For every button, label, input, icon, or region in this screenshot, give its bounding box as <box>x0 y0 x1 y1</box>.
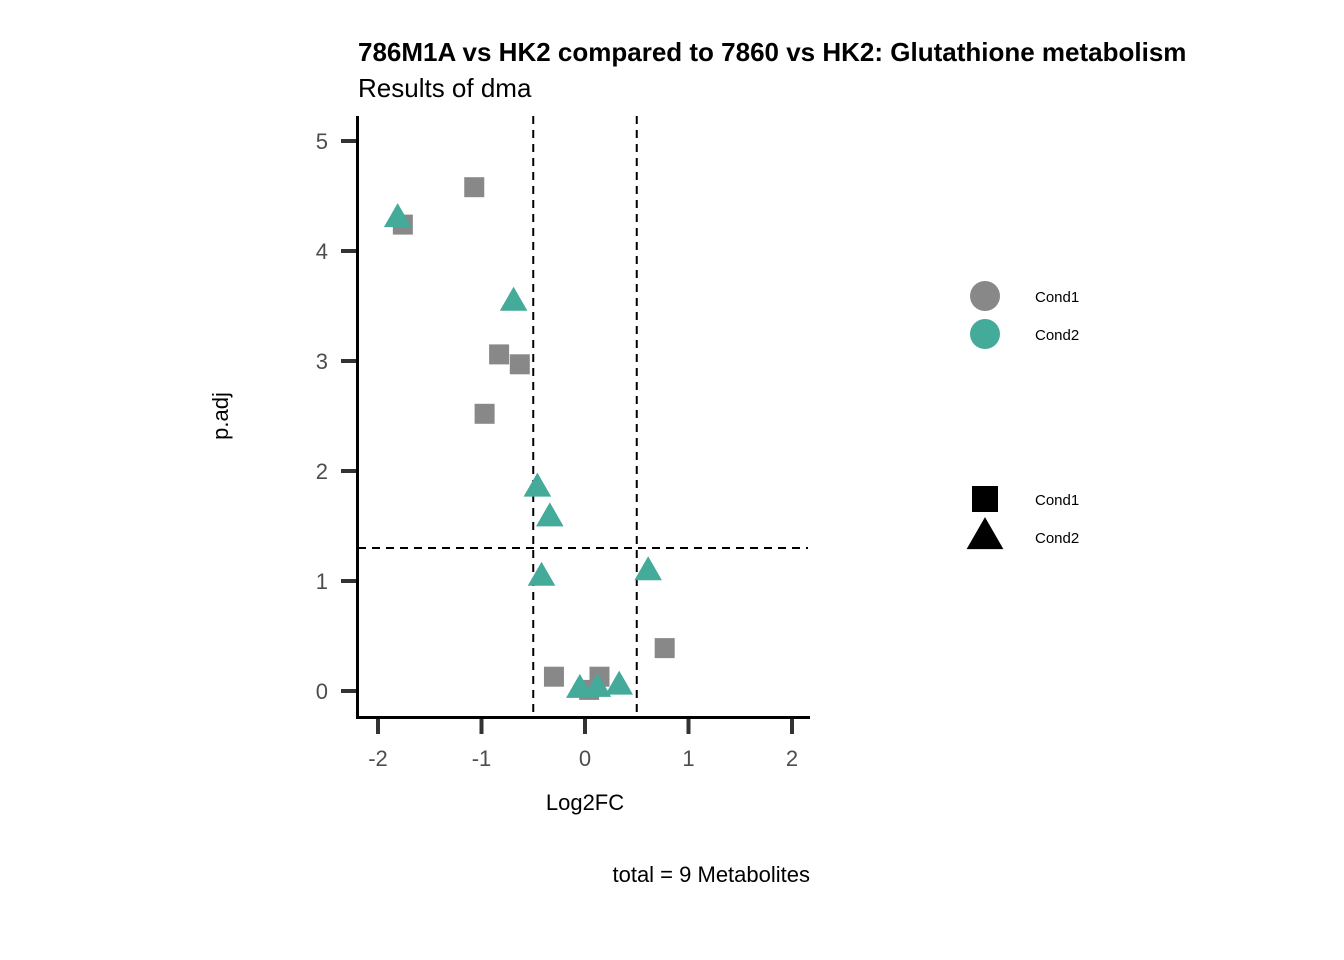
x-tick-label: 1 <box>682 746 694 771</box>
chart-subtitle: Results of dma <box>358 73 532 103</box>
x-tick-label: -2 <box>368 746 388 771</box>
x-tick-label: 0 <box>579 746 591 771</box>
data-point-square <box>543 666 564 687</box>
legend-color-label: Cond2 <box>1035 327 1079 344</box>
data-point-triangle <box>536 502 564 527</box>
data-point-triangle <box>583 672 612 697</box>
threshold-lines <box>358 116 808 717</box>
y-axis-ticks: 0 1 2 3 4 5 <box>316 129 356 704</box>
y-tick-label: 4 <box>316 239 328 264</box>
x-tick-label: -1 <box>472 746 492 771</box>
legend-color-label: Cond1 <box>1035 289 1079 306</box>
legend-triangle-icon <box>966 517 1004 550</box>
data-point-square <box>509 354 530 375</box>
legend-color-key <box>970 281 1000 311</box>
y-axis-title: p.adj <box>208 392 233 440</box>
legend: Cond1 Cond2 Cond1 Cond2 <box>966 281 1079 550</box>
data-point-triangle <box>527 561 556 586</box>
chart-title: 786M1A vs HK2 compared to 7860 vs HK2: G… <box>358 37 1186 67</box>
data-point-square <box>474 403 495 424</box>
data-point-triangle <box>383 203 412 228</box>
data-point-square <box>464 177 485 198</box>
y-tick-label: 2 <box>316 459 328 484</box>
legend-shape-label: Cond2 <box>1035 530 1079 547</box>
data-point-triangle <box>499 286 528 311</box>
data-points <box>383 177 675 700</box>
x-axis-ticks: -2 -1 0 1 2 <box>368 719 798 771</box>
y-tick-label: 1 <box>316 569 328 594</box>
y-tick-label: 0 <box>316 679 328 704</box>
data-point-square <box>654 638 675 659</box>
legend-square-icon <box>972 486 998 512</box>
legend-color-key <box>970 319 1000 349</box>
data-point-triangle <box>605 670 633 695</box>
x-axis-title: Log2FC <box>546 790 624 815</box>
data-point-triangle <box>523 472 552 497</box>
y-tick-label: 5 <box>316 129 328 154</box>
legend-shape-label: Cond1 <box>1035 492 1079 509</box>
data-point-square <box>489 344 510 365</box>
data-point-triangle <box>634 556 662 581</box>
chart-caption: total = 9 Metabolites <box>612 862 810 887</box>
y-tick-label: 3 <box>316 349 328 374</box>
x-tick-label: 2 <box>786 746 798 771</box>
